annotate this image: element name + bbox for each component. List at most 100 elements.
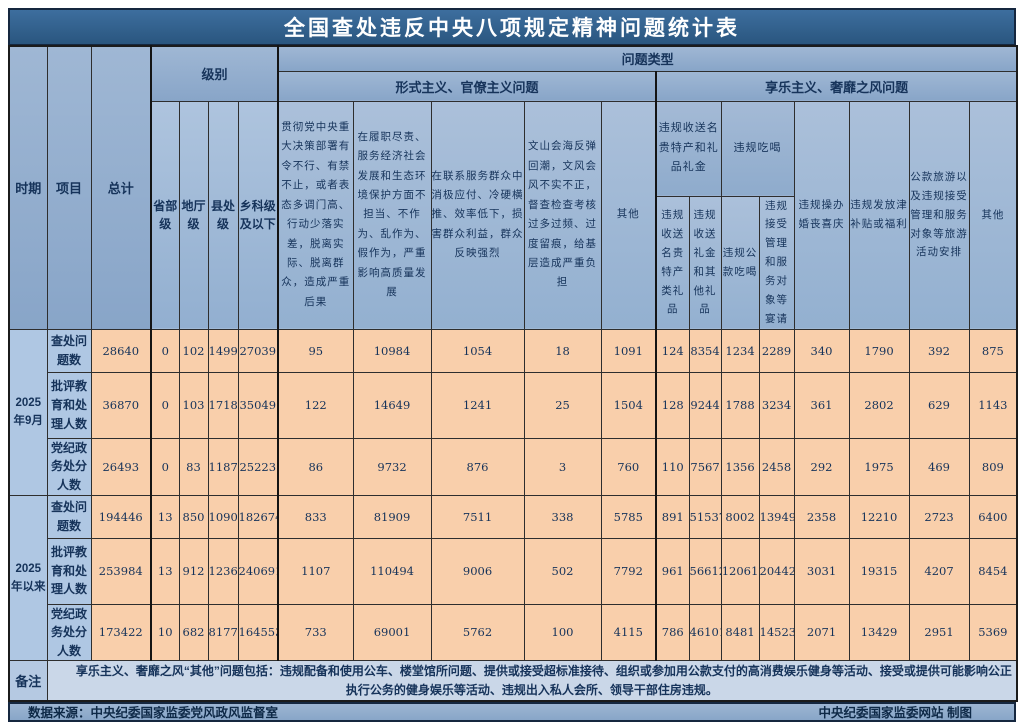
header-level-provincial: 省部级 bbox=[150, 100, 180, 330]
header-level-prefecture: 地厅级 bbox=[178, 100, 209, 330]
header-formalism-col-1: 贯彻党中央重大决策部署有令不行、有禁不止，或者表态多调门高、行动少落实差，脱离实… bbox=[277, 100, 354, 330]
value-cell: 786 bbox=[655, 603, 690, 662]
value-cell: 4207 bbox=[908, 537, 970, 605]
value-cell: 100 bbox=[523, 603, 602, 662]
value-cell: 81909 bbox=[352, 494, 432, 539]
value-cell: 122 bbox=[277, 371, 354, 439]
value-cell: 46101 bbox=[688, 603, 722, 662]
value-cell: 2289 bbox=[758, 328, 795, 373]
value-cell: 850 bbox=[178, 494, 209, 539]
value-cell: 35049 bbox=[237, 371, 279, 439]
value-cell: 891 bbox=[655, 494, 690, 539]
header-level-township: 乡科级及以下 bbox=[237, 100, 279, 330]
value-cell: 1234 bbox=[720, 328, 760, 373]
value-cell: 682 bbox=[178, 603, 209, 662]
value-cell: 876 bbox=[430, 437, 525, 496]
value-cell: 3 bbox=[523, 437, 602, 496]
value-cell: 13949 bbox=[758, 494, 795, 539]
value-cell: 240691 bbox=[237, 537, 279, 605]
header-hedonism-allowances: 违规发放津补贴或福利 bbox=[848, 100, 910, 330]
value-cell: 1107 bbox=[277, 537, 354, 605]
remark-text: 享乐主义、奢靡之风“其他”问题包括：违规配备和使用公车、楼堂馆所问题、提供或接受… bbox=[46, 660, 1018, 702]
value-cell: 128 bbox=[655, 371, 690, 439]
item-label-cell: 查处问题数 bbox=[46, 494, 92, 539]
item-label-cell: 批评教育和处理人数 bbox=[46, 537, 92, 605]
value-cell: 392 bbox=[908, 328, 970, 373]
item-label-cell: 党纪政务处分人数 bbox=[46, 437, 92, 496]
header-formalism-col-2: 在履职尽责、服务经济社会发展和生态环境保护方面不担当、不作为、乱作为、假作为，严… bbox=[352, 100, 432, 330]
value-cell: 2358 bbox=[793, 494, 850, 539]
value-cell: 0 bbox=[150, 437, 180, 496]
statistics-table: 时期 项目 总计 级别 问题类型 形式主义、官僚主义问题 享乐主义、奢靡之风问题… bbox=[8, 45, 1019, 702]
header-dining-banquets: 违规接受管理和服务对象等宴请 bbox=[758, 195, 795, 330]
statistics-sheet: 全国查处违反中央八项规定精神问题统计表 时期 项目 总计 级别 问题类型 形式主… bbox=[8, 8, 1019, 722]
value-cell: 20442 bbox=[758, 537, 795, 605]
value-cell: 12061 bbox=[720, 537, 760, 605]
value-cell: 2458 bbox=[758, 437, 795, 496]
value-cell: 8454 bbox=[968, 537, 1018, 605]
header-hedonism-weddings: 违规操办婚丧喜庆 bbox=[793, 100, 850, 330]
value-cell: 7567 bbox=[688, 437, 722, 496]
header-total: 总计 bbox=[90, 45, 152, 330]
value-cell: 2071 bbox=[793, 603, 850, 662]
value-cell: 9006 bbox=[430, 537, 525, 605]
item-label-cell: 党纪政务处分人数 bbox=[46, 603, 92, 662]
value-cell: 83 bbox=[178, 437, 209, 496]
value-cell: 2951 bbox=[908, 603, 970, 662]
period-cell: 2025年以来 bbox=[8, 494, 48, 662]
value-cell: 629 bbox=[908, 371, 970, 439]
page-title: 全国查处违反中央八项规定精神问题统计表 bbox=[8, 8, 1016, 45]
value-cell: 12210 bbox=[848, 494, 910, 539]
value-cell: 7792 bbox=[600, 537, 657, 605]
value-cell: 469 bbox=[908, 437, 970, 496]
value-cell: 9244 bbox=[688, 371, 722, 439]
value-cell: 27039 bbox=[237, 328, 279, 373]
value-cell: 10984 bbox=[352, 328, 432, 373]
value-cell: 110 bbox=[655, 437, 690, 496]
value-cell: 912 bbox=[178, 537, 209, 605]
value-cell: 173422 bbox=[90, 603, 152, 662]
value-cell: 1718 bbox=[207, 371, 239, 439]
value-cell: 26493 bbox=[90, 437, 152, 496]
value-cell: 833 bbox=[277, 494, 354, 539]
value-cell: 194446 bbox=[90, 494, 152, 539]
value-cell: 19315 bbox=[848, 537, 910, 605]
value-cell: 1975 bbox=[848, 437, 910, 496]
value-cell: 5369 bbox=[968, 603, 1018, 662]
remark-label: 备注 bbox=[8, 660, 48, 702]
item-label-cell: 查处问题数 bbox=[46, 328, 92, 373]
header-formalism-col-4: 文山会海反弹回潮，文风会风不实不正，督查检查考核过多过频、过度留痕，给基层造成严… bbox=[523, 100, 602, 330]
table-row: 党纪政务处分人数 26493 0 83 1187 25223 86 9732 876 3 760 11… bbox=[9, 437, 1018, 496]
header-period: 时期 bbox=[8, 45, 48, 330]
header-dining-public-funds: 违规公款吃喝 bbox=[720, 195, 760, 330]
header-gifts-specialty: 违规收送名贵特产类礼品 bbox=[655, 195, 690, 330]
value-cell: 5785 bbox=[600, 494, 657, 539]
value-cell: 340 bbox=[793, 328, 850, 373]
value-cell: 253984 bbox=[90, 537, 152, 605]
value-cell: 13429 bbox=[848, 603, 910, 662]
header-formalism-group: 形式主义、官僚主义问题 bbox=[277, 70, 657, 102]
value-cell: 760 bbox=[600, 437, 657, 496]
value-cell: 28640 bbox=[90, 328, 152, 373]
header-gifts-group: 违规收送名贵特产和礼品礼金 bbox=[655, 100, 722, 197]
value-cell: 1091 bbox=[600, 328, 657, 373]
table-row: 2025年9月 查处问题数 28640 0 102 1499 27039 95 10984 105… bbox=[8, 328, 1018, 496]
value-cell: 25223 bbox=[237, 437, 279, 496]
value-cell: 1788 bbox=[720, 371, 760, 439]
value-cell: 8177 bbox=[207, 603, 239, 662]
header-formalism-col-3: 在联系服务群众中消极应付、冷硬横推、效率低下，损害群众利益，群众反映强烈 bbox=[430, 100, 525, 330]
remark-row: 备注 享乐主义、奢靡之风“其他”问题包括：违规配备和使用公车、楼堂馆所问题、提供… bbox=[8, 660, 1018, 702]
value-cell: 4115 bbox=[600, 603, 657, 662]
value-cell: 18 bbox=[523, 328, 602, 373]
value-cell: 361 bbox=[793, 371, 850, 439]
value-cell: 1241 bbox=[430, 371, 525, 439]
header-dining-group: 违规吃喝 bbox=[720, 100, 795, 197]
header-formalism-col-other: 其他 bbox=[600, 100, 657, 330]
credit-label: 中央纪委国家监委网站 制图 bbox=[818, 706, 972, 721]
table-row: 批评教育和处理人数2539841391212368240691110711049… bbox=[9, 537, 1018, 605]
value-cell: 3031 bbox=[793, 537, 850, 605]
value-cell: 2802 bbox=[848, 371, 910, 439]
value-cell: 164553 bbox=[237, 603, 279, 662]
value-cell: 7511 bbox=[430, 494, 525, 539]
value-cell: 12368 bbox=[207, 537, 239, 605]
